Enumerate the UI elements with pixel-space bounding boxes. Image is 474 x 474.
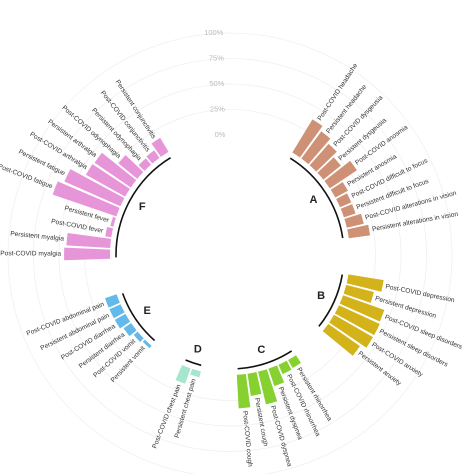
- bar-A-10: [347, 224, 371, 239]
- bar-C-5: [247, 372, 262, 396]
- group-arc-F: [115, 157, 172, 258]
- group-arc-C: [237, 350, 293, 370]
- bar-D-2: [175, 365, 191, 384]
- bar-C-4: [258, 369, 278, 405]
- bar-label-F-1: Post-COVID myalgia: [0, 250, 61, 257]
- bar-C-3: [268, 365, 285, 387]
- bar-label-F-8: Persistent arthralgia: [46, 118, 98, 159]
- group-label-A: A: [310, 194, 318, 206]
- group-label-F: F: [139, 201, 146, 213]
- bar-F-9: [118, 155, 144, 179]
- bar-F-10: [138, 158, 152, 171]
- bar-B-5: [329, 314, 373, 348]
- bar-label-D-2: Post-COVID chest pain: [151, 383, 182, 449]
- grid-ring-2: [58, 83, 402, 427]
- bar-label-F-7: Post-COVID arthralgia: [29, 131, 89, 171]
- group-label-E: E: [144, 305, 151, 317]
- bar-B-4: [334, 305, 380, 336]
- group-arc-layer: A B C D E F: [115, 157, 344, 370]
- bar-B-6: [322, 323, 360, 356]
- bar-D-1: [190, 368, 201, 378]
- bar-E-1: [142, 339, 152, 349]
- group-label-C: C: [257, 344, 265, 356]
- bar-A-1: [292, 119, 323, 158]
- bar-B-3: [339, 295, 385, 322]
- group-arc-A: [289, 157, 344, 239]
- bar-A-5: [324, 160, 357, 189]
- bar-C-6: [236, 373, 251, 409]
- radial-tick-label-3: 50%: [209, 79, 224, 88]
- radial-tick-layer: 0% 25% 50% 75% 100%: [204, 28, 226, 139]
- bar-A-3: [309, 143, 337, 172]
- bar-A-9: [344, 213, 364, 228]
- bar-A-4: [317, 157, 341, 180]
- group-arc-D: [185, 359, 202, 367]
- bar-F-3: [105, 226, 114, 238]
- bar-C-1: [288, 355, 301, 368]
- bar-E-3: [123, 323, 137, 337]
- radial-tick-label-5: 100%: [204, 28, 224, 37]
- bar-B-1: [346, 274, 384, 292]
- bar-F-5: [52, 181, 120, 217]
- grid-layer: [7, 32, 453, 474]
- group-label-D: D: [194, 344, 202, 356]
- bar-E-6: [105, 294, 120, 308]
- bar-A-6: [330, 181, 348, 198]
- bar-F-4: [110, 216, 116, 227]
- group-arc-E: [121, 293, 156, 342]
- group-label-B: B: [317, 290, 325, 302]
- grid-ring-3: [33, 58, 427, 452]
- bar-E-4: [114, 313, 131, 329]
- bar-C-2: [278, 360, 292, 375]
- bar-label-B-2: Persistent depression: [374, 295, 437, 320]
- radial-tick-label-1: 0%: [215, 130, 226, 139]
- bar-label-C-6: Post-COVID cough: [241, 411, 253, 468]
- bar-F-12: [151, 137, 169, 157]
- bar-F-1: [64, 247, 111, 261]
- bar-layer: [52, 119, 385, 409]
- group-arc-B: [318, 274, 344, 327]
- bar-A-8: [340, 204, 356, 218]
- bar-B-2: [343, 284, 374, 303]
- radial-tick-label-2: 25%: [210, 105, 225, 114]
- bar-A-2: [301, 131, 331, 165]
- grid-ring-4: [7, 32, 453, 474]
- bar-label-F-2: Persistent myalgia: [10, 231, 65, 243]
- bar-F-6: [64, 169, 125, 207]
- bar-F-2: [66, 233, 112, 248]
- bar-A-7: [336, 193, 352, 208]
- bar-F-11: [146, 150, 160, 164]
- bar-E-2: [133, 331, 144, 342]
- radial-tick-label-4: 75%: [209, 54, 224, 63]
- bar-F-8: [94, 152, 137, 188]
- bar-F-7: [85, 164, 130, 197]
- bar-E-5: [109, 304, 125, 319]
- bar-label-B-3: Post-COVID sleep disorders: [384, 314, 464, 351]
